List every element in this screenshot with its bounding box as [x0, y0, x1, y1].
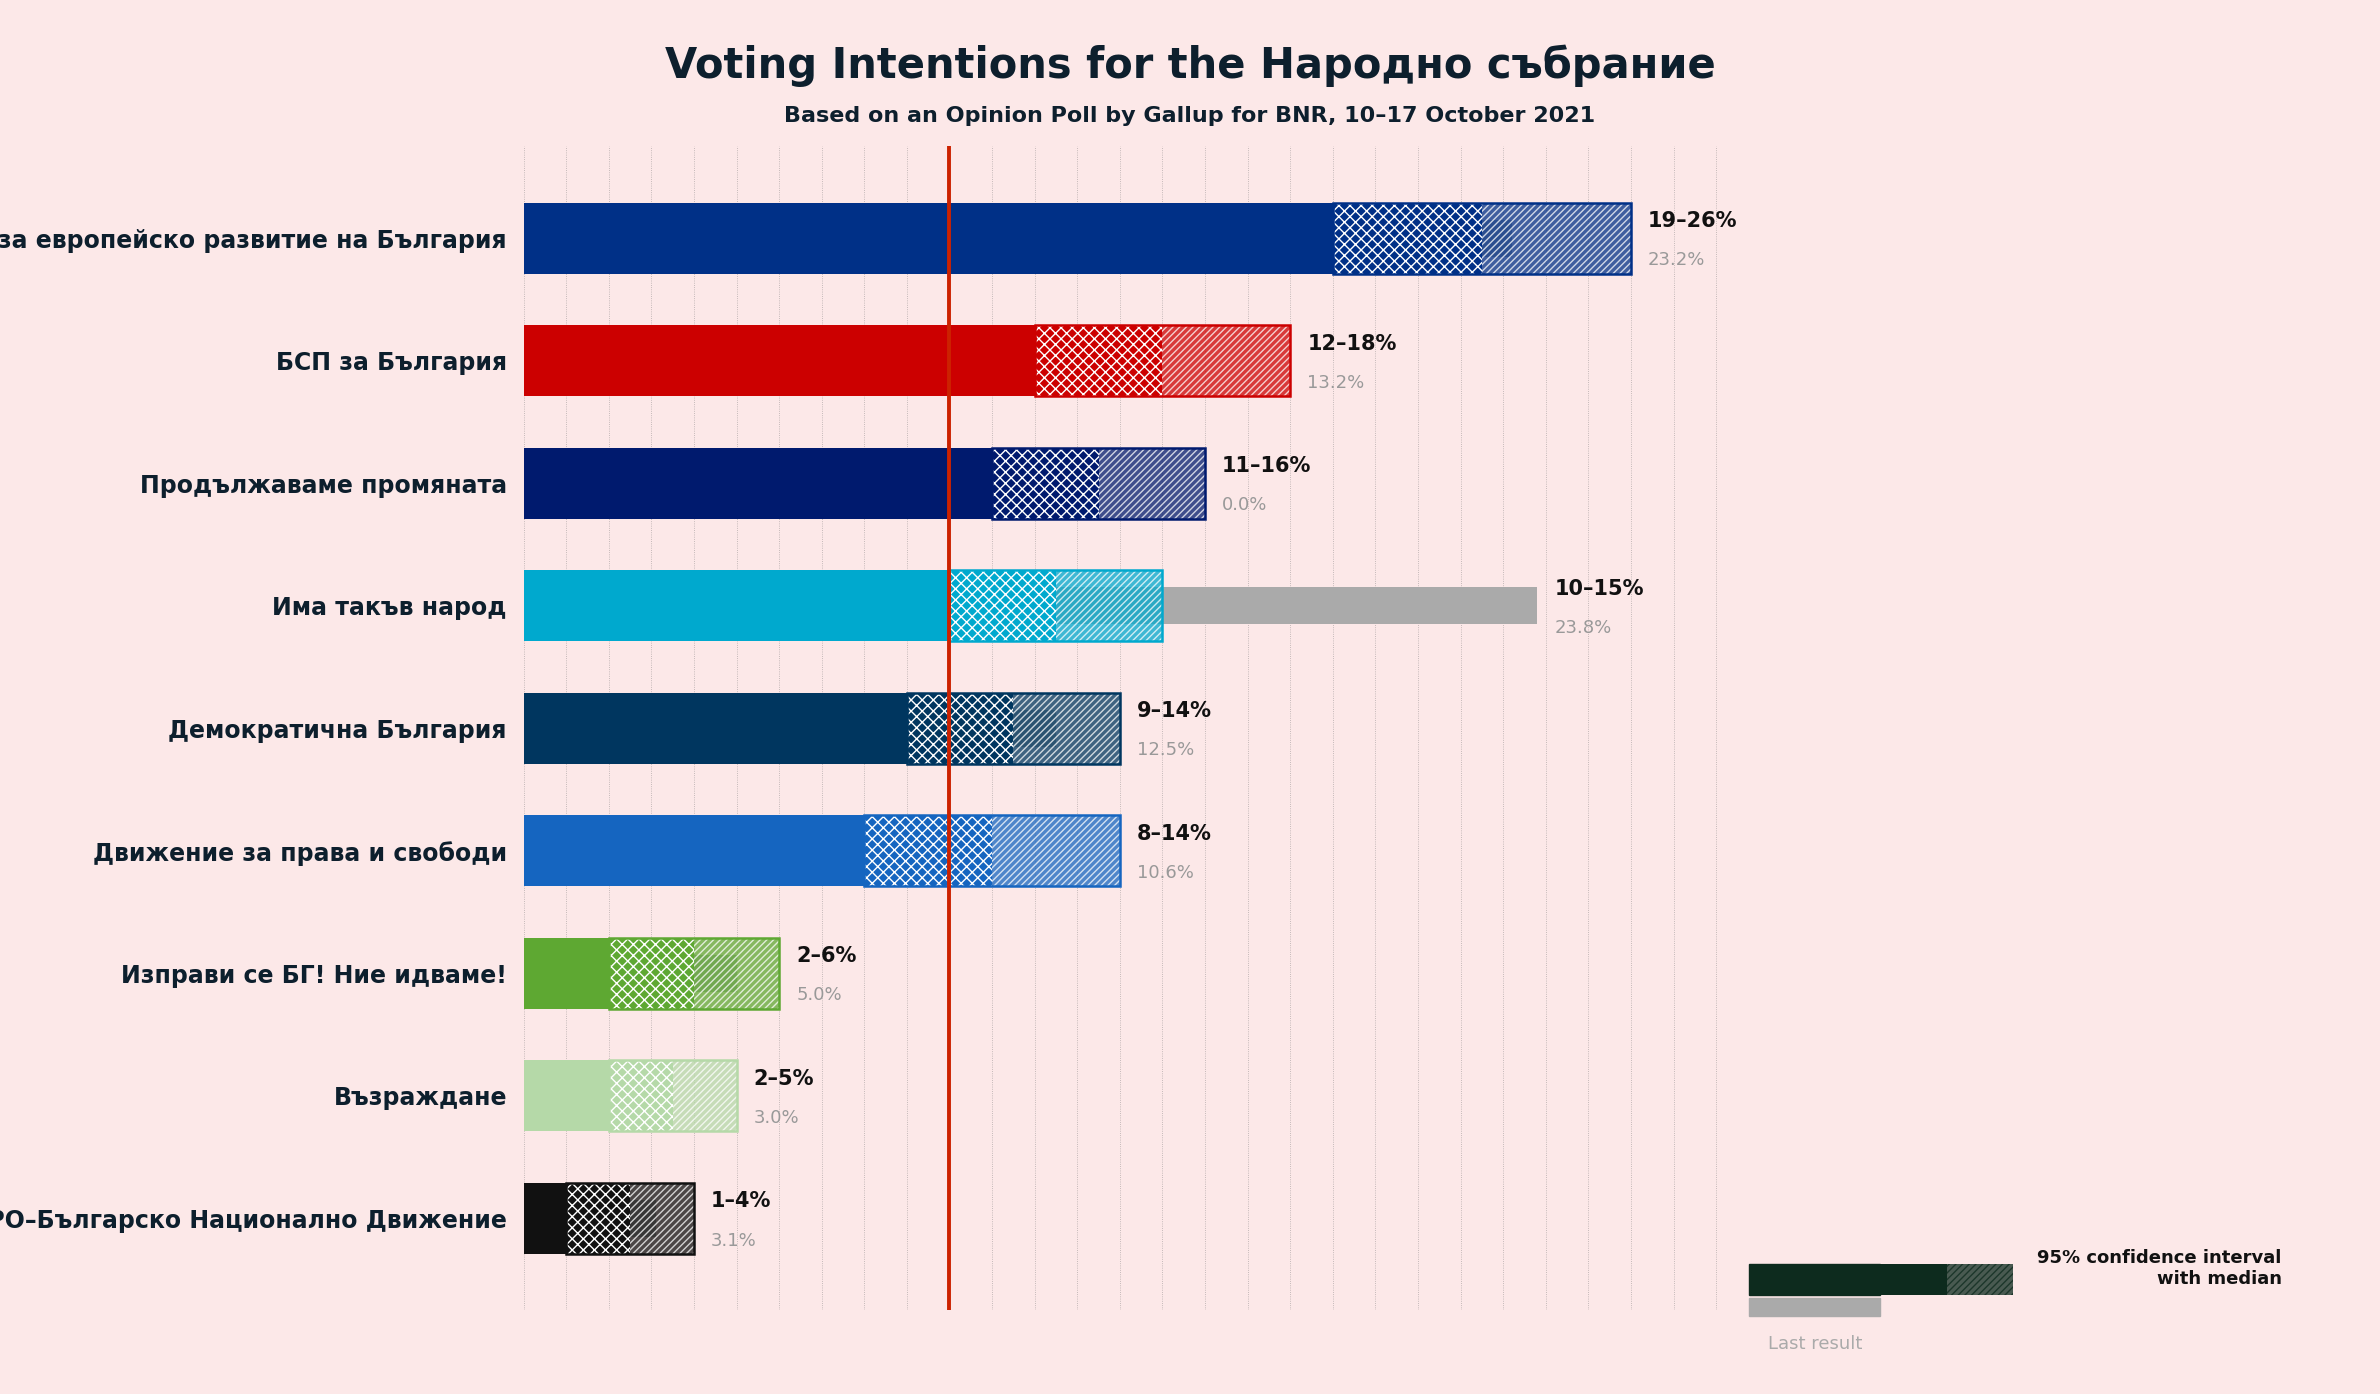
Bar — [950, 570, 1057, 641]
Text: 11–16%: 11–16% — [1221, 456, 1311, 477]
Text: 95% confidence interval
with median: 95% confidence interval with median — [2037, 1249, 2282, 1288]
Bar — [524, 1200, 655, 1236]
Text: 2–6%: 2–6% — [797, 947, 857, 966]
Bar — [524, 710, 1057, 747]
Text: 3.1%: 3.1% — [712, 1231, 757, 1249]
Text: 9–14%: 9–14% — [1138, 701, 1211, 721]
Text: 23.2%: 23.2% — [1647, 251, 1706, 269]
Text: 5.0%: 5.0% — [797, 987, 843, 1005]
Text: Based on an Opinion Poll by Gallup for BNR, 10–17 October 2021: Based on an Opinion Poll by Gallup for B… — [785, 106, 1595, 125]
Bar — [609, 1061, 674, 1132]
Text: 13.2%: 13.2% — [1307, 374, 1364, 392]
Bar — [524, 693, 1014, 764]
Bar — [1035, 325, 1161, 396]
Bar — [524, 447, 1100, 519]
Text: 12–18%: 12–18% — [1307, 333, 1397, 354]
Bar — [524, 832, 976, 870]
Bar — [524, 343, 1085, 379]
Bar — [524, 815, 992, 887]
Text: 10–15%: 10–15% — [1554, 579, 1645, 598]
Text: 8–14%: 8–14% — [1138, 824, 1211, 843]
Bar — [992, 815, 1121, 887]
Bar — [1161, 325, 1290, 396]
Bar — [524, 1078, 652, 1114]
Bar — [1100, 447, 1204, 519]
Bar — [524, 325, 1161, 396]
Bar — [631, 1184, 695, 1255]
Text: 10.6%: 10.6% — [1138, 864, 1195, 882]
Text: Voting Intentions for the Народно събрание: Voting Intentions for the Народно събран… — [664, 45, 1716, 86]
Text: 0.0%: 0.0% — [1221, 496, 1269, 514]
Bar — [1483, 202, 1630, 273]
Bar — [566, 1184, 631, 1255]
Text: 2–5%: 2–5% — [754, 1069, 814, 1089]
Text: 19–26%: 19–26% — [1647, 210, 1737, 231]
Bar — [524, 220, 1511, 256]
Text: Last result: Last result — [1768, 1335, 1861, 1354]
Text: 3.0%: 3.0% — [754, 1110, 800, 1126]
Bar — [524, 1061, 674, 1132]
Bar — [524, 1184, 631, 1255]
Text: 12.5%: 12.5% — [1138, 742, 1195, 760]
Bar — [524, 587, 1537, 625]
Bar — [524, 570, 1057, 641]
Text: 23.8%: 23.8% — [1554, 619, 1611, 637]
Bar — [1057, 570, 1161, 641]
Bar — [1333, 202, 1483, 273]
Bar — [695, 938, 778, 1009]
Bar — [864, 815, 992, 887]
Bar — [524, 202, 1483, 273]
Bar — [524, 955, 735, 991]
Bar — [1014, 693, 1121, 764]
Text: 1–4%: 1–4% — [712, 1192, 771, 1211]
Bar — [609, 938, 695, 1009]
Bar — [674, 1061, 735, 1132]
Bar — [524, 938, 695, 1009]
Bar — [907, 693, 1014, 764]
Bar — [992, 447, 1100, 519]
